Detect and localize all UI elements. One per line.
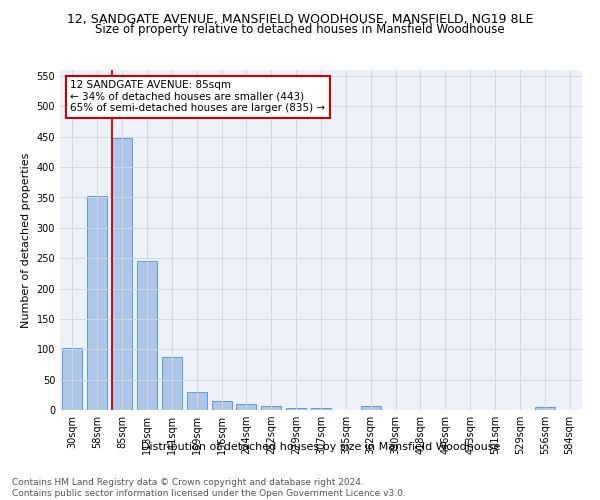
Text: 12, SANDGATE AVENUE, MANSFIELD WOODHOUSE, MANSFIELD, NG19 8LE: 12, SANDGATE AVENUE, MANSFIELD WOODHOUSE… [67, 12, 533, 26]
Y-axis label: Number of detached properties: Number of detached properties [21, 152, 31, 328]
Bar [162, 356, 182, 410]
Bar [62, 348, 82, 410]
Text: Size of property relative to detached houses in Mansfield Woodhouse: Size of property relative to detached ho… [95, 22, 505, 36]
Bar [311, 408, 331, 410]
Bar [137, 261, 157, 410]
Bar [262, 406, 281, 410]
Bar [361, 406, 380, 410]
Bar [212, 401, 232, 410]
Text: 12 SANDGATE AVENUE: 85sqm
← 34% of detached houses are smaller (443)
65% of semi: 12 SANDGATE AVENUE: 85sqm ← 34% of detac… [70, 80, 326, 114]
Text: Distribution of detached houses by size in Mansfield Woodhouse: Distribution of detached houses by size … [142, 442, 500, 452]
Bar [88, 196, 107, 410]
Bar [112, 138, 132, 410]
Bar [535, 407, 554, 410]
Text: Contains HM Land Registry data © Crown copyright and database right 2024.
Contai: Contains HM Land Registry data © Crown c… [12, 478, 406, 498]
Bar [286, 408, 306, 410]
Bar [236, 404, 256, 410]
Bar [187, 392, 206, 410]
